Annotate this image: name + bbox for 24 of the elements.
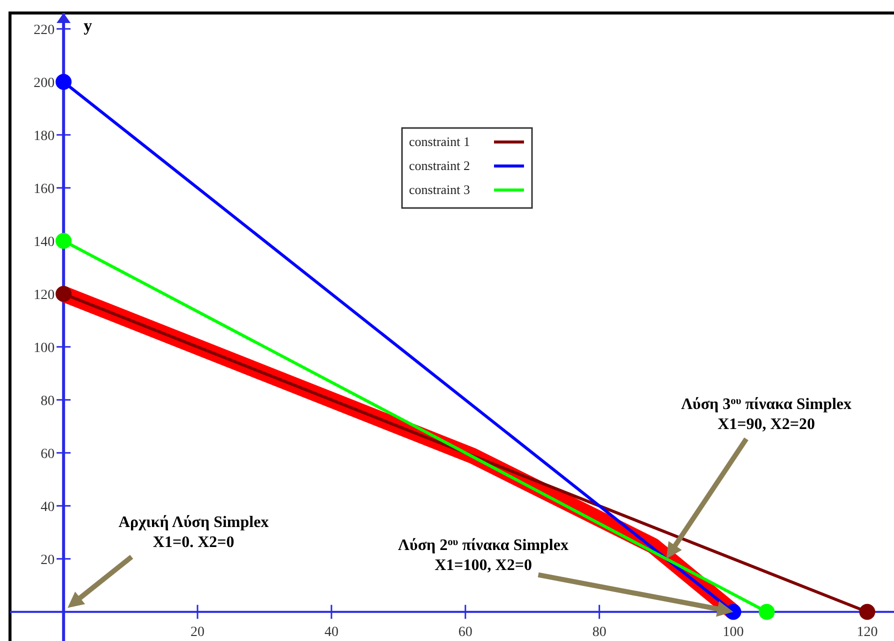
y-tick-label: 60 xyxy=(40,446,55,462)
y-tick-label: 180 xyxy=(34,128,55,144)
y-tick-label: 100 xyxy=(34,340,55,356)
x-tick-label: 120 xyxy=(856,624,878,640)
y-axis-title: y xyxy=(84,16,93,35)
y-tick-label: 40 xyxy=(40,500,55,515)
annotation: Λύση 3$^{ου}$ πίνακα Simplex X1=90, X2=20 xyxy=(681,395,852,433)
y-tick-label: 220 xyxy=(34,22,55,38)
y-tick-label: 80 xyxy=(40,394,55,409)
legend-label: constraint 2 xyxy=(409,158,470,173)
x-tick-label: 80 xyxy=(592,624,606,640)
annotation: Λύση 2$^{ου}$ πίνακα Simplex X1=100, X2=0 xyxy=(398,536,568,574)
legend-label: constraint 3 xyxy=(409,182,470,197)
y-tick-label: 140 xyxy=(34,234,55,250)
y-tick-label: 160 xyxy=(34,182,55,197)
x-tick-label: 20 xyxy=(190,624,205,640)
x-tick-label: 100 xyxy=(722,624,744,640)
legend-label: constraint 1 xyxy=(409,134,470,149)
y-tick-label: 20 xyxy=(40,552,55,568)
x-tick-label: 40 xyxy=(324,624,338,640)
y-tick-label: 200 xyxy=(34,76,55,91)
annotation: Αρχική Λύση Simplex X1=0. X2=0 xyxy=(118,514,269,551)
x-tick-label: 60 xyxy=(458,624,472,640)
y-tick-label: 120 xyxy=(34,288,55,303)
